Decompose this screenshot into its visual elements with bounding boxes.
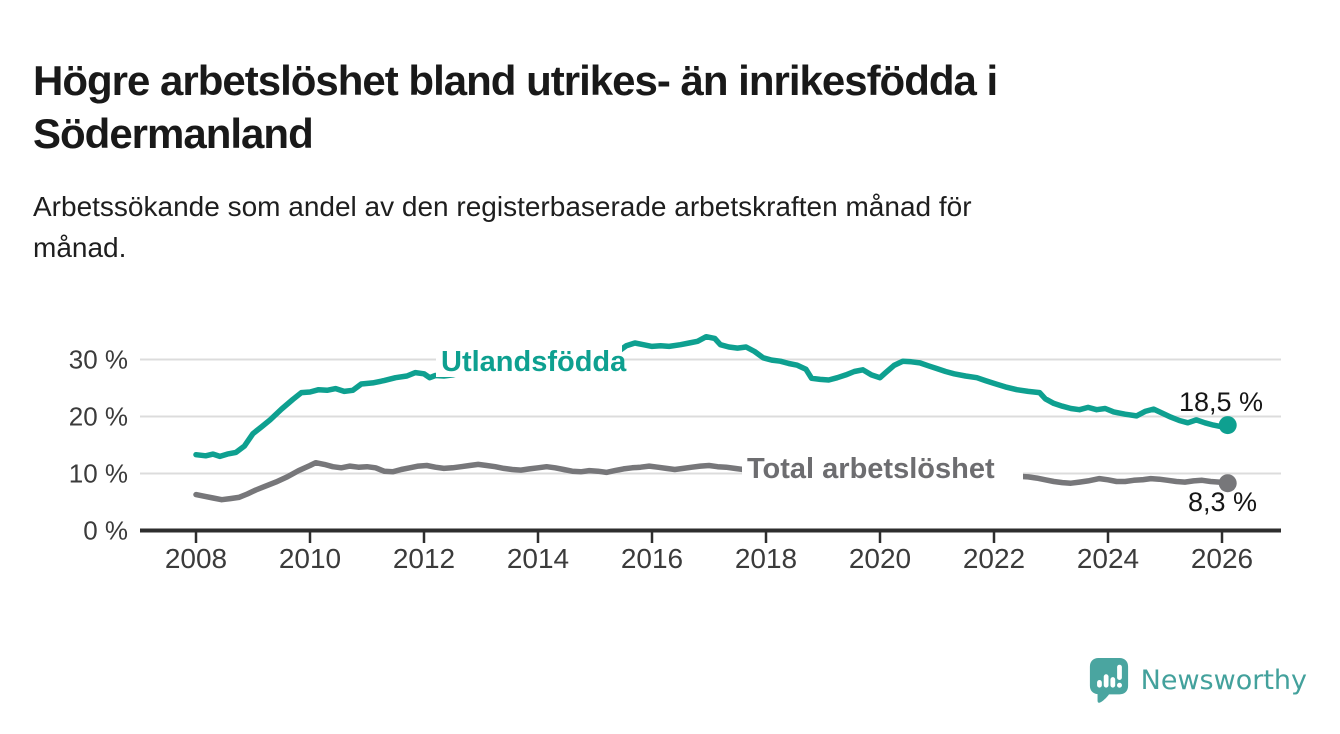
- x-tick-label: 2020: [849, 543, 911, 574]
- x-tick-label: 2022: [963, 543, 1025, 574]
- chart-axes-and-grid: 0 % 10 % 20 % 30 % 2008 2010 2012 2014 2016 2018 2…: [69, 345, 1281, 574]
- x-tick-label: 2014: [507, 543, 569, 574]
- end-value-label-total: 8,3 %: [1188, 487, 1257, 517]
- chart-series-lines: [193, 333, 1231, 503]
- page-subtitle: Arbetssökande som andel av den registerb…: [33, 186, 1243, 268]
- page-title: Högre arbetslöshet bland utrikes- än inr…: [33, 54, 1203, 160]
- brand-wordmark: Newsworthy: [1140, 664, 1307, 696]
- newsworthy-speech-bubble-bar-chart-icon: [1089, 658, 1128, 703]
- page-subtitle-line1: Arbetssökande som andel av den registerb…: [33, 191, 972, 222]
- series-endpoint-total: [1218, 474, 1237, 493]
- series-line-utlandsfodda: [193, 333, 1231, 460]
- x-tick-label: 2024: [1077, 543, 1139, 574]
- bar-chart-glyph: [1096, 664, 1122, 688]
- end-value-labels: 18,5 % 8,3 %: [1179, 387, 1263, 517]
- series-label-backdrop-utlandsfodda: [436, 344, 622, 377]
- series-line-total: [193, 459, 1231, 503]
- x-tick-label: 2008: [165, 543, 227, 574]
- series-inline-labels: Utlandsfödda Total arbetslöshet: [436, 344, 1023, 485]
- page-title-line2: Södermanland: [33, 110, 314, 158]
- exclamation-dot: [1116, 682, 1122, 688]
- x-tick-label: 2018: [735, 543, 797, 574]
- y-tick-label: 10 %: [69, 459, 128, 489]
- x-tick-label: 2016: [621, 543, 683, 574]
- newsworthy-brand-link[interactable]: Newsworthy: [1088, 656, 1307, 704]
- end-value-label-utlandsfodda: 18,5 %: [1179, 387, 1263, 417]
- exclamation-bar: [1116, 664, 1122, 680]
- series-label-backdrop-total: [742, 452, 1023, 483]
- page-subtitle-line2: månad.: [33, 232, 127, 263]
- page-title-line1: Högre arbetslöshet bland utrikes- än inr…: [33, 57, 998, 105]
- y-tick-label: 0 %: [83, 516, 128, 546]
- x-tick-label: 2012: [393, 543, 455, 574]
- series-endpoint-utlandsfodda: [1218, 416, 1237, 435]
- y-tick-label: 20 %: [69, 402, 128, 432]
- x-tick-label: 2010: [279, 543, 341, 574]
- chart-endpoint-dots: [1218, 416, 1237, 493]
- series-label-utlandsfodda: Utlandsfödda: [441, 346, 627, 378]
- series-label-total: Total arbetslöshet: [747, 453, 995, 485]
- x-tick-label: 2026: [1191, 543, 1253, 574]
- y-tick-label: 30 %: [69, 345, 128, 375]
- speech-bubble-shape: [1089, 658, 1128, 703]
